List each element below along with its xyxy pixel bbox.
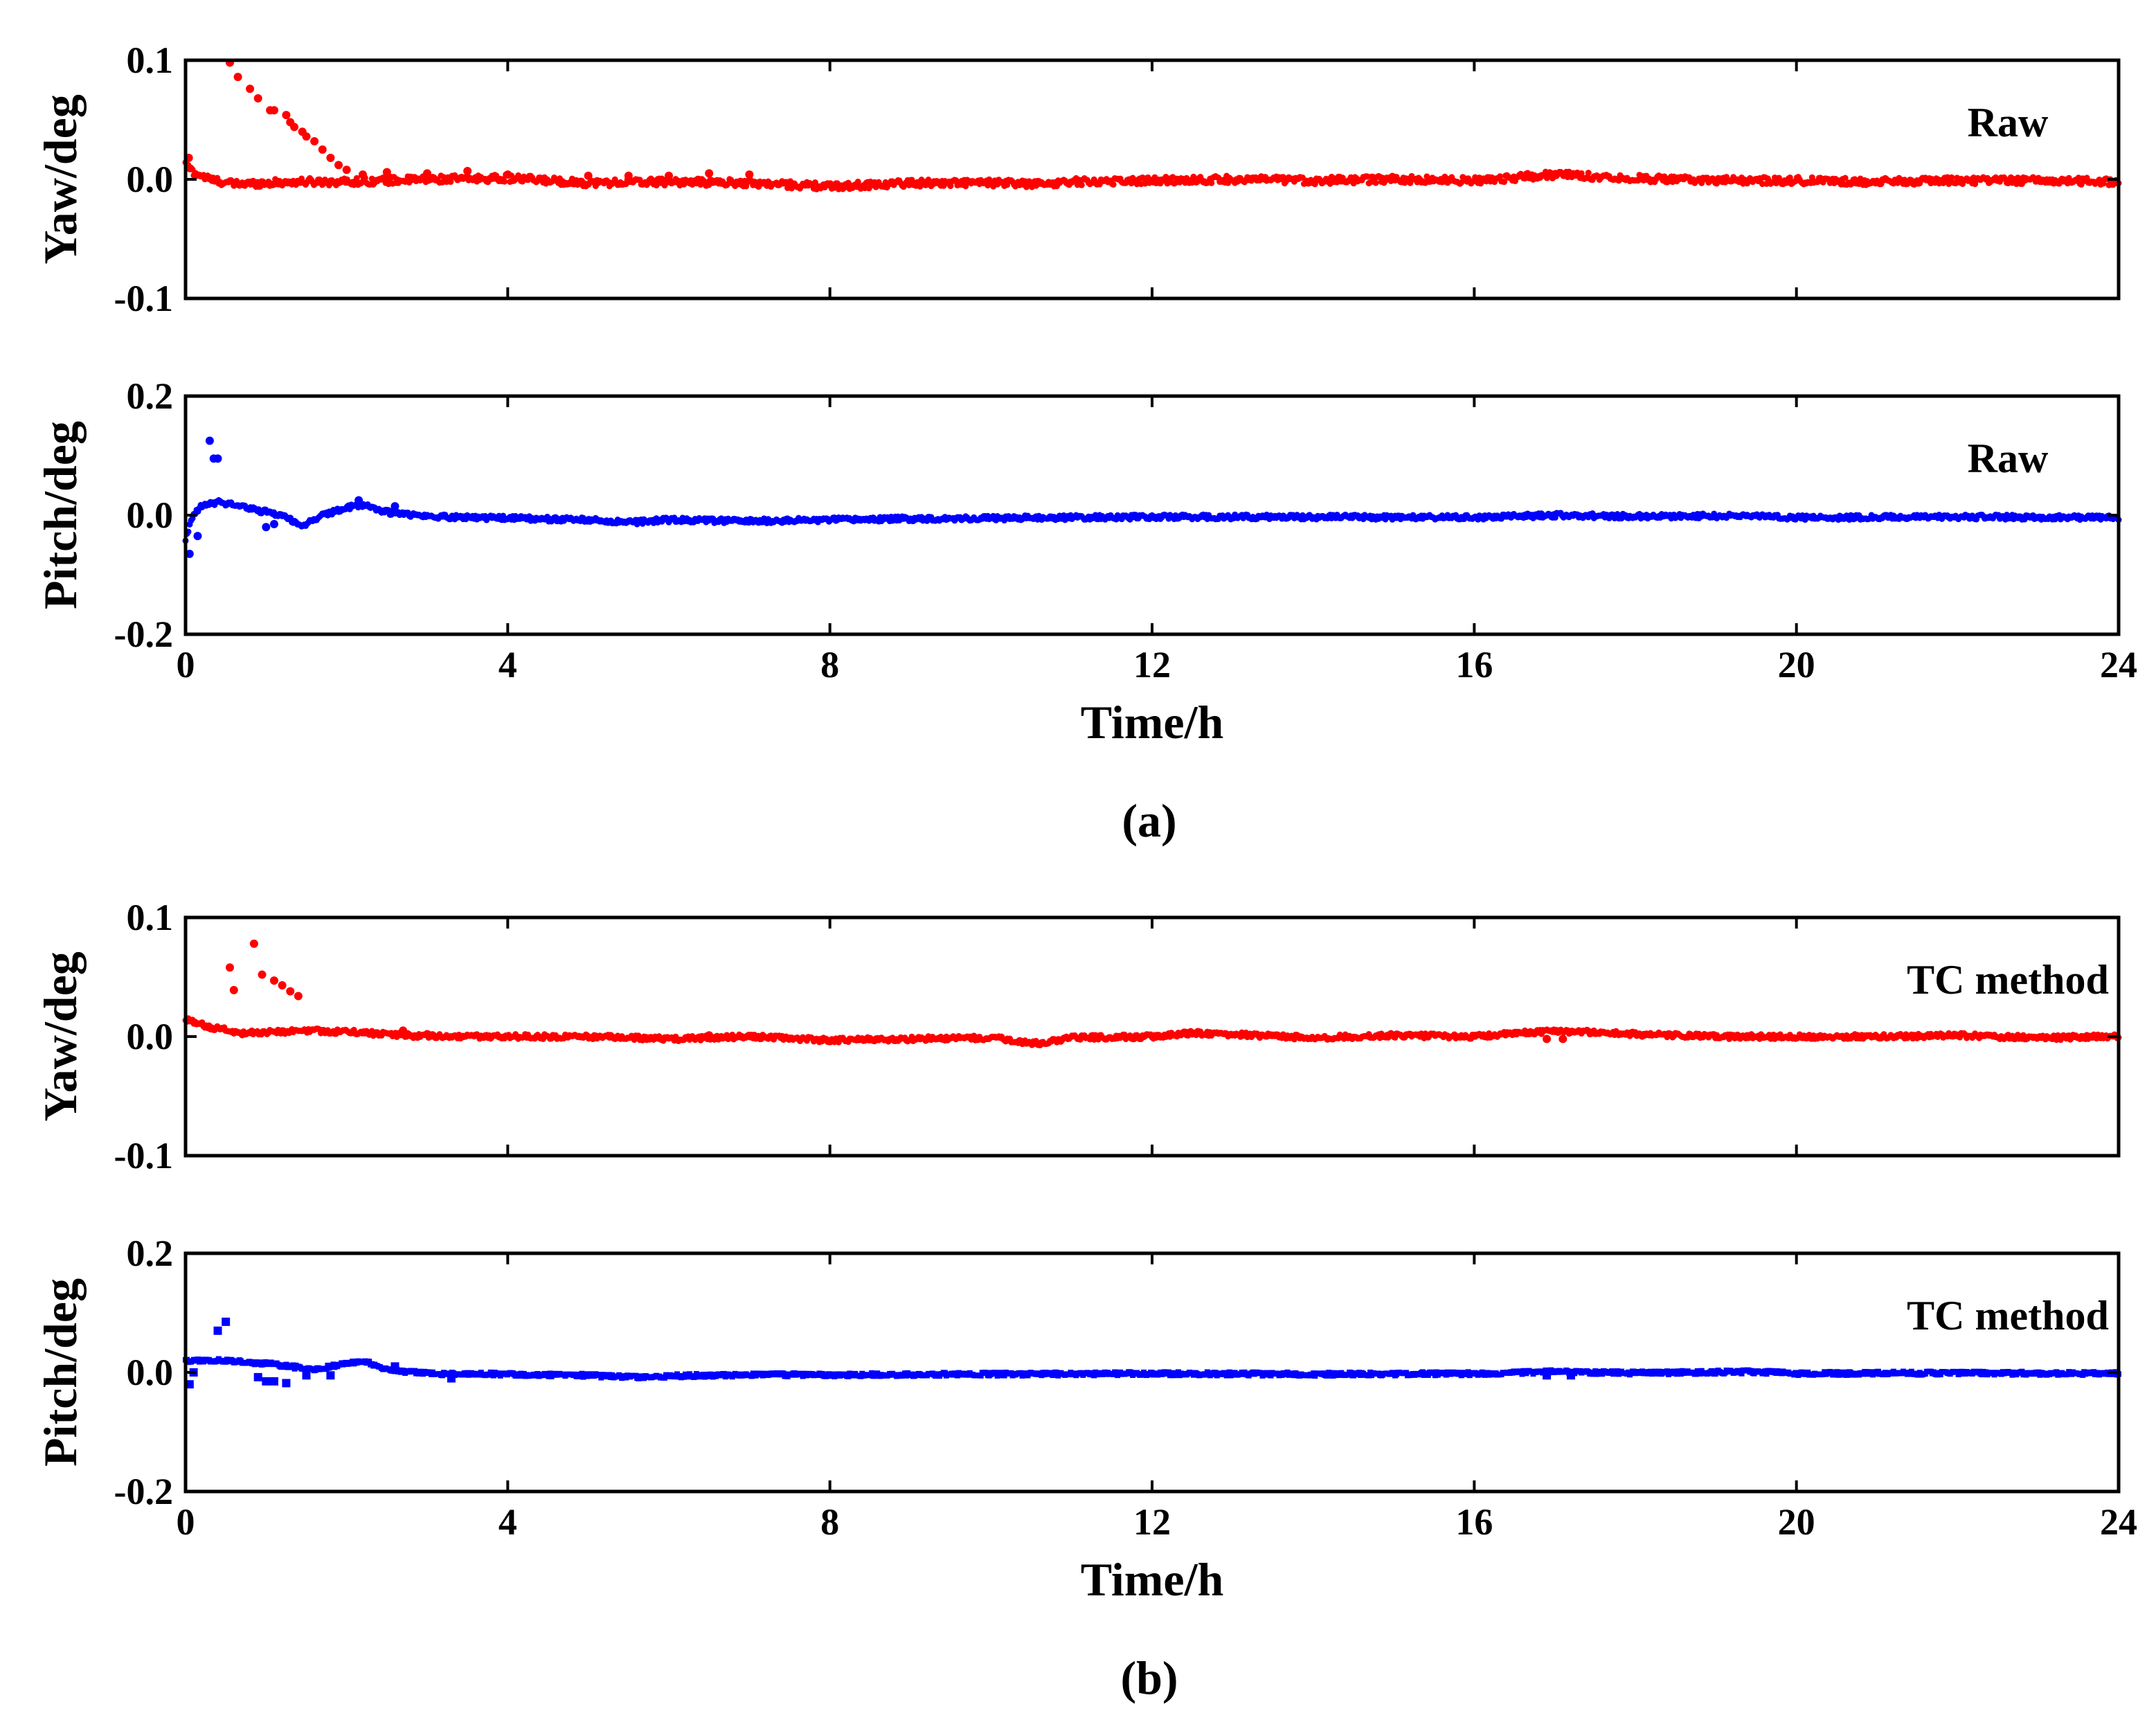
- y-tick-label: 0.0: [127, 494, 174, 536]
- outlier-point: [745, 170, 754, 179]
- outlier-point: [399, 1026, 408, 1035]
- outlier-point: [258, 970, 267, 979]
- outlier-point: [705, 169, 714, 178]
- y-axis-label: Yaw/deg: [34, 94, 87, 265]
- outlier-point: [390, 502, 399, 511]
- y-axis-label: Yaw/deg: [34, 951, 87, 1122]
- x-tick-label: 24: [2100, 644, 2137, 686]
- data-point: [353, 174, 360, 181]
- outlier-point: [358, 170, 367, 179]
- outlier-point: [290, 123, 299, 132]
- series-a-yaw: [182, 58, 2122, 192]
- x-axis-label: Time/h: [1081, 696, 1224, 749]
- y-axis-label: Pitch/deg: [34, 421, 87, 609]
- y-tick-label: -0.1: [114, 1135, 173, 1176]
- y-tick-label: 0.1: [127, 39, 174, 81]
- outlier-point: [249, 939, 258, 948]
- outlier-point: [326, 154, 335, 163]
- outlier-point: [318, 145, 327, 154]
- outlier-point: [665, 171, 673, 180]
- outlier-point: [229, 985, 238, 994]
- y-tick-label: 0.2: [127, 375, 174, 417]
- data-point: [811, 179, 818, 186]
- series-annotation: TC method: [1907, 957, 2109, 1003]
- x-tick-label: 20: [1778, 644, 1815, 686]
- y-tick-label: -0.1: [114, 278, 173, 319]
- data-point: [925, 177, 932, 183]
- outlier-point: [334, 161, 343, 170]
- outlier-point: [382, 168, 391, 177]
- outlier-point: [354, 496, 363, 505]
- outlier-point: [193, 532, 202, 541]
- outlier-point: [246, 84, 255, 93]
- outlier-point: [302, 132, 311, 141]
- outlier-point: [463, 166, 472, 175]
- data-point: [1110, 181, 1117, 188]
- outlier-point: [1558, 1034, 1567, 1043]
- outlier-point: [205, 436, 214, 445]
- chart-a-yaw: -0.1 0.0 0.1 Yaw/deg Raw: [34, 39, 2122, 319]
- outlier-point: [282, 111, 291, 120]
- outlier-point: [1543, 1034, 1552, 1043]
- series-annotation: Raw: [1968, 100, 2049, 145]
- y-tick-label: 0.0: [127, 159, 174, 200]
- data-point: [1208, 179, 1215, 186]
- outlier-point: [310, 136, 319, 145]
- outlier-point: [503, 170, 512, 179]
- outlier-point: [253, 94, 262, 103]
- data-point: [501, 178, 508, 185]
- outlier-point: [269, 106, 278, 115]
- outlier-point: [342, 165, 351, 174]
- data-point: [447, 178, 454, 185]
- series-annotation: Raw: [1968, 436, 2049, 481]
- outlier-point: [213, 454, 222, 463]
- x-tick-label: 8: [820, 644, 839, 686]
- data-point: [1190, 173, 1197, 180]
- outlier-point: [584, 171, 593, 180]
- outlier-point: [278, 981, 287, 990]
- data-point: [1585, 170, 1592, 177]
- y-tick-label: 0.0: [127, 1016, 174, 1057]
- outlier-point: [269, 519, 278, 528]
- outlier-point: [705, 1031, 714, 1040]
- y-tick-label: 0.1: [127, 897, 174, 938]
- outlier-point: [286, 987, 295, 996]
- outlier-point: [269, 976, 278, 985]
- outlier-point: [423, 169, 431, 178]
- x-tick-label: 4: [498, 644, 517, 686]
- data-point: [1078, 181, 1085, 188]
- x-tick-label: 16: [1455, 644, 1493, 686]
- x-tick-label: 0: [177, 644, 195, 686]
- y-tick-label: -0.2: [114, 613, 173, 655]
- outlier-point: [423, 1030, 431, 1039]
- data-point: [1372, 179, 1379, 186]
- outlier-point: [624, 171, 633, 180]
- outlier-point: [294, 992, 303, 1001]
- outlier-point: [262, 523, 271, 532]
- outlier-point: [225, 963, 234, 972]
- x-tick-label: 12: [1133, 644, 1171, 686]
- outlier-point: [233, 73, 242, 82]
